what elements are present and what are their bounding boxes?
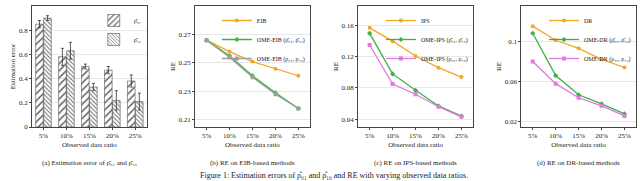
svg-text:0.6: 0.6 xyxy=(19,51,28,59)
svg-text:(b) RE on EIB-based methods: (b) RE on EIB-based methods xyxy=(210,159,295,167)
svg-text:0.27: 0.27 xyxy=(179,31,192,39)
svg-text:20%: 20% xyxy=(106,132,119,140)
svg-text:RE: RE xyxy=(332,62,340,71)
svg-text:Observed data ratio: Observed data ratio xyxy=(551,141,606,149)
svg-text:OME-IPS (ρ₀₁, ρ₁₀): OME-IPS (ρ₀₁, ρ₁₀) xyxy=(421,56,468,63)
svg-text:0.2: 0.2 xyxy=(19,99,28,107)
svg-text:10%: 10% xyxy=(386,132,399,140)
svg-text:5%: 5% xyxy=(528,132,538,140)
svg-text:Observed data ratio: Observed data ratio xyxy=(62,141,117,149)
svg-text:ρ̂₁₀: ρ̂₁₀ xyxy=(134,37,141,43)
svg-text:Observed data ratio: Observed data ratio xyxy=(225,141,280,149)
svg-text:EIB: EIB xyxy=(257,18,267,24)
svg-text:0: 0 xyxy=(24,123,28,131)
svg-text:0.21: 0.21 xyxy=(179,116,192,124)
svg-text:OME-DR (ρ₀₁, ρ₁₀): OME-DR (ρ₀₁, ρ₁₀) xyxy=(584,56,631,63)
svg-text:15%: 15% xyxy=(409,132,422,140)
svg-text:OME-EIB (ρ₀₁, ρ₁₀): OME-EIB (ρ₀₁, ρ₁₀) xyxy=(257,56,305,63)
svg-text:20%: 20% xyxy=(269,132,282,140)
svg-text:5%: 5% xyxy=(365,132,375,140)
svg-text:0.4: 0.4 xyxy=(19,75,28,83)
svg-text:0.12: 0.12 xyxy=(342,53,355,61)
svg-text:5%: 5% xyxy=(202,132,212,140)
svg-text:ρ̂₀₁: ρ̂₀₁ xyxy=(134,18,141,24)
svg-text:15%: 15% xyxy=(572,132,585,140)
svg-text:0.04: 0.04 xyxy=(342,116,355,124)
svg-text:15%: 15% xyxy=(83,132,96,140)
svg-text:15%: 15% xyxy=(246,132,259,140)
svg-text:0.1: 0.1 xyxy=(508,38,517,46)
svg-text:OME-IPS (ρ̂₀₁, ρ̂₁₀): OME-IPS (ρ̂₀₁, ρ̂₁₀) xyxy=(421,37,468,44)
svg-text:Estimation error: Estimation error xyxy=(9,43,17,89)
svg-text:Observed data ratio: Observed data ratio xyxy=(388,141,443,149)
svg-text:Figure 1: Estimation errors of: Figure 1: Estimation errors of ρ̂₀₁ and … xyxy=(200,171,468,180)
svg-text:(d) RE on DR-based methods: (d) RE on DR-based methods xyxy=(537,159,620,167)
svg-text:10%: 10% xyxy=(60,132,73,140)
svg-text:10%: 10% xyxy=(549,132,562,140)
svg-text:(c) RE on IPS-based methods: (c) RE on IPS-based methods xyxy=(374,159,457,167)
svg-text:0.08: 0.08 xyxy=(342,84,355,92)
svg-text:RE: RE xyxy=(495,62,503,71)
svg-text:25%: 25% xyxy=(618,132,631,140)
svg-text:20%: 20% xyxy=(595,132,608,140)
svg-text:5%: 5% xyxy=(39,132,49,140)
svg-text:0.23: 0.23 xyxy=(179,88,192,96)
svg-text:0.06: 0.06 xyxy=(505,78,518,86)
svg-text:0.02: 0.02 xyxy=(505,118,518,126)
svg-text:20%: 20% xyxy=(432,132,445,140)
svg-text:(a) Estimation error of ρ̂₀₁ a: (a) Estimation error of ρ̂₀₁ and ρ̂₁₀ xyxy=(42,159,137,167)
svg-text:IPS: IPS xyxy=(421,18,430,24)
svg-text:OME-EIB (ρ̂₀₁, ρ̂₁₀): OME-EIB (ρ̂₀₁, ρ̂₁₀) xyxy=(257,37,305,44)
svg-text:OME-DR (ρ̂₀₁, ρ̂₁₀): OME-DR (ρ̂₀₁, ρ̂₁₀) xyxy=(584,37,631,44)
svg-text:0.8: 0.8 xyxy=(19,27,28,35)
svg-text:25%: 25% xyxy=(455,132,468,140)
svg-text:25%: 25% xyxy=(129,132,142,140)
svg-text:0.16: 0.16 xyxy=(342,22,355,30)
svg-text:RE: RE xyxy=(169,62,177,71)
svg-text:0.25: 0.25 xyxy=(179,59,192,67)
svg-text:10%: 10% xyxy=(223,132,236,140)
svg-text:25%: 25% xyxy=(292,132,305,140)
svg-text:DR: DR xyxy=(584,18,592,24)
